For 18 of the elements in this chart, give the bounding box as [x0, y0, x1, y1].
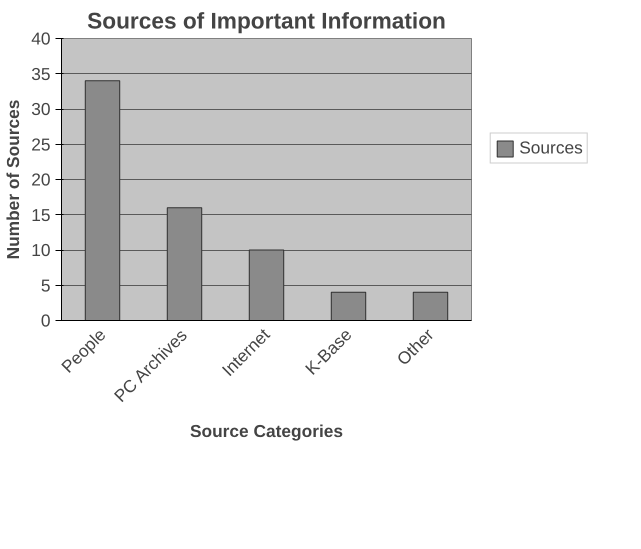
y-axis-title: Number of Sources	[3, 100, 24, 260]
y-tick-label: 5	[40, 275, 51, 296]
chart-title: Sources of Important Information	[87, 8, 446, 34]
bar	[84, 80, 120, 320]
bar	[412, 292, 448, 320]
y-tick-label: 35	[31, 64, 51, 84]
legend-label: Sources	[519, 138, 583, 158]
bar	[248, 250, 284, 320]
y-tick-label: 30	[31, 99, 51, 119]
y-tick-label: 20	[31, 170, 51, 190]
y-tick-label: 15	[31, 204, 51, 225]
bar	[330, 292, 366, 320]
y-tick-label: 10	[31, 240, 51, 260]
bar	[166, 207, 202, 320]
x-axis-title: Source Categories	[190, 421, 344, 442]
y-tick-label: 0	[40, 310, 51, 330]
y-tick-label: 25	[31, 134, 51, 154]
y-tick-label: 40	[31, 28, 51, 48]
